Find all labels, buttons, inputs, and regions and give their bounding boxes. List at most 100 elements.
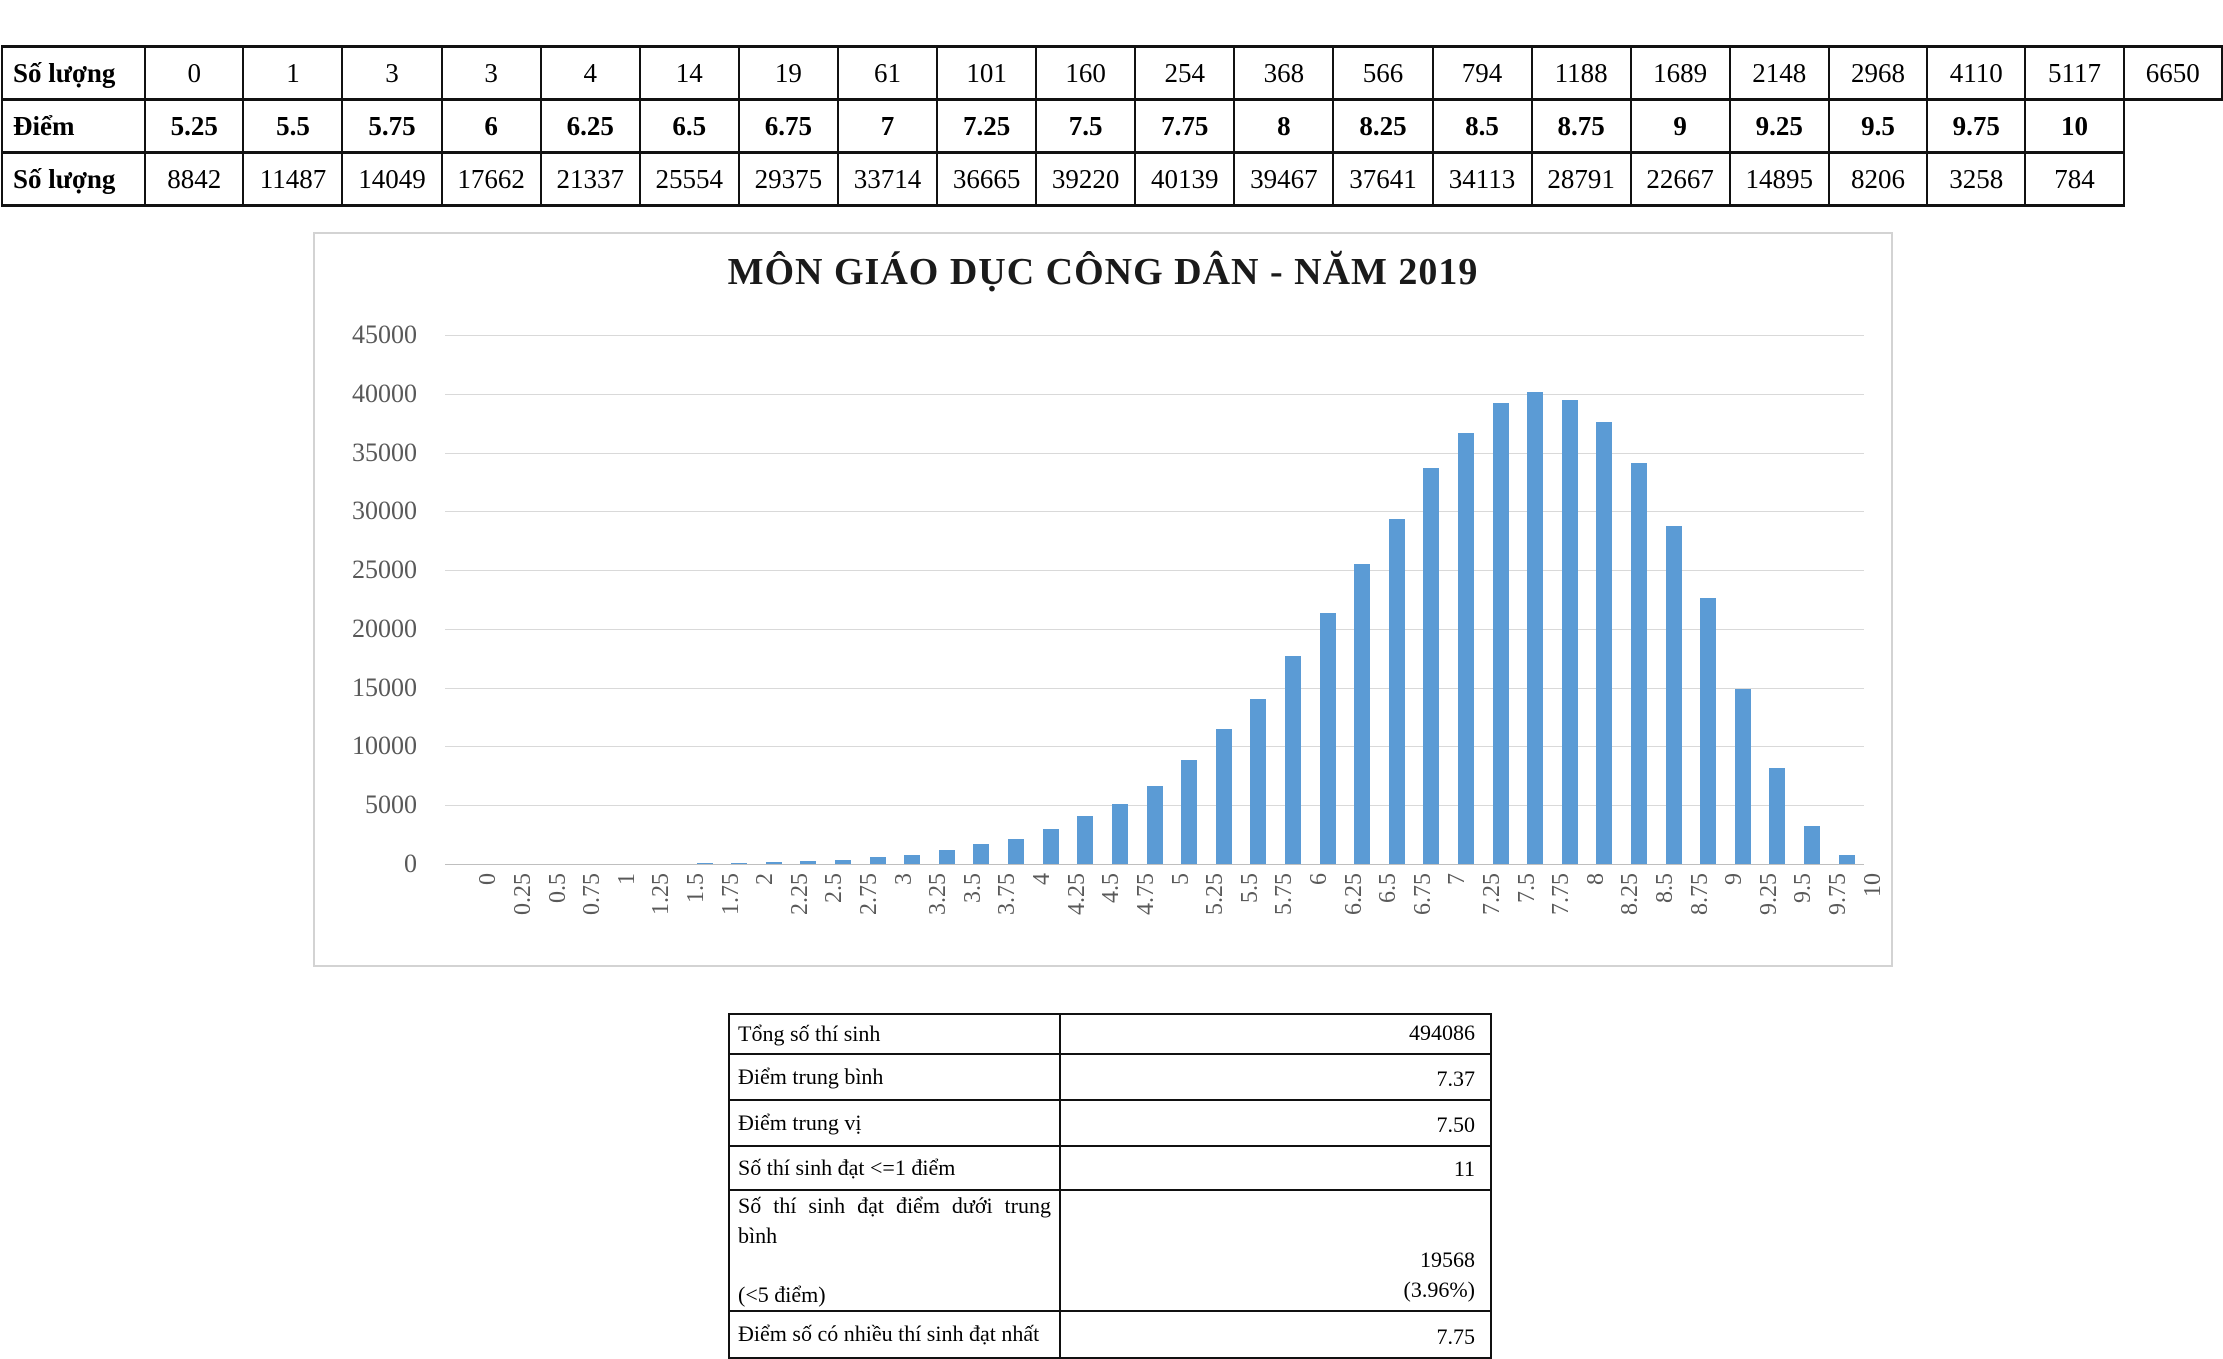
gridline bbox=[445, 570, 1864, 572]
chart-title: MÔN GIÁO DỤC CÔNG DÂN - NĂM 2019 bbox=[727, 251, 1479, 293]
count-cell: 25554 bbox=[638, 151, 740, 207]
bar bbox=[1492, 403, 1509, 864]
table-row: Điểm 5.25 5.5 5.75 6 6.25 6.5 6.75 7 7.25 7.5 7.75 8… bbox=[0, 98, 2222, 154]
score-cell: 7 bbox=[836, 98, 939, 154]
x-axis-tick-label: 3.25 bbox=[925, 873, 952, 915]
summary-value-text: 11 bbox=[1453, 1156, 1475, 1182]
x-axis-tick-label: 5.5 bbox=[1236, 873, 1263, 903]
count-cell: 3 bbox=[440, 45, 542, 101]
x-axis-tick-label: 5.75 bbox=[1271, 873, 1298, 915]
count-cell: 8842 bbox=[144, 151, 245, 207]
row-label-cell: Điểm bbox=[0, 98, 147, 154]
bar bbox=[1527, 392, 1544, 864]
count-cell: 4 bbox=[539, 45, 641, 101]
x-axis-tick-label: 7 bbox=[1444, 873, 1471, 885]
count-cell: 566 bbox=[1332, 45, 1434, 101]
score-distribution-table: Số lượng 0 1 3 3 4 14 19 61 101 160 254 368 566 794 118… bbox=[0, 45, 2223, 207]
x-axis-tick-label: 9.5 bbox=[1790, 873, 1817, 903]
bar bbox=[1215, 729, 1232, 864]
score-cell: 8 bbox=[1233, 98, 1335, 154]
x-axis-tick-label: 6.5 bbox=[1375, 873, 1402, 903]
bar bbox=[938, 850, 955, 864]
gridline bbox=[445, 452, 1864, 454]
count-cell: 39220 bbox=[1035, 151, 1137, 207]
summary-label-cell: Số thí sinh đạt điểm dưới trung bình (<5 … bbox=[728, 1189, 1061, 1312]
y-axis-tick-label: 20000 bbox=[352, 613, 417, 643]
gridline bbox=[445, 393, 1864, 395]
count-cell: 22667 bbox=[1629, 151, 1731, 207]
bar bbox=[1700, 598, 1717, 864]
bar bbox=[731, 863, 748, 864]
count-cell: 6650 bbox=[2122, 45, 2223, 101]
score-cell: 8.5 bbox=[1431, 98, 1533, 154]
x-axis-tick-label: 4.25 bbox=[1063, 873, 1090, 915]
count-cell: 19 bbox=[737, 45, 839, 101]
score-cell: 10 bbox=[2024, 98, 2125, 154]
score-cell: 9.75 bbox=[1926, 98, 2027, 154]
summary-value-cell: 7.75 bbox=[1059, 1309, 1492, 1359]
x-axis-tick-label: 4.5 bbox=[1098, 873, 1125, 903]
y-axis-tick-label: 45000 bbox=[352, 320, 417, 349]
count-cell: 11487 bbox=[242, 151, 344, 207]
count-cell: 4110 bbox=[1926, 45, 2027, 101]
bar bbox=[1008, 839, 1025, 864]
summary-row: Số thí sinh đạt <=1 điểm 11 bbox=[728, 1145, 1492, 1191]
x-axis-tick-label: 9.75 bbox=[1825, 873, 1852, 915]
x-axis-tick-label: 2.75 bbox=[856, 873, 882, 915]
x-axis-tick-label: 1.75 bbox=[717, 873, 744, 915]
bar bbox=[1838, 855, 1855, 864]
bar bbox=[1596, 422, 1613, 864]
summary-row: Điểm trung vị 7.50 bbox=[728, 1099, 1492, 1147]
x-axis-tick-label: 4.75 bbox=[1132, 873, 1159, 915]
row-label-cell: Số lượng bbox=[0, 45, 147, 101]
count-cell: 5117 bbox=[2024, 45, 2125, 101]
count-cell: 1188 bbox=[1530, 45, 1632, 101]
x-axis-tick-label: 6.75 bbox=[1409, 873, 1436, 915]
y-axis-tick-label: 15000 bbox=[352, 672, 417, 702]
bar bbox=[1388, 519, 1405, 864]
count-cell: 40139 bbox=[1134, 151, 1236, 207]
bar bbox=[1354, 564, 1371, 864]
x-axis-tick-label: 1 bbox=[613, 873, 640, 885]
summary-table: Tổng số thí sinh 494086 Điểm trung bình 7.3… bbox=[728, 1013, 1492, 1359]
x-axis-tick-label: 5 bbox=[1167, 873, 1194, 885]
score-cell: 5.75 bbox=[341, 98, 443, 154]
x-axis-tick-label: 3.75 bbox=[994, 873, 1021, 915]
summary-label-cell: Điểm trung vị bbox=[728, 1099, 1061, 1147]
summary-label-text: Điểm trung bình bbox=[738, 1064, 884, 1090]
count-cell: 21337 bbox=[539, 151, 641, 207]
x-axis-tick-label: 5.25 bbox=[1202, 873, 1229, 915]
x-axis-tick-label: 9.25 bbox=[1755, 873, 1782, 915]
x-axis-tick-label: 4 bbox=[1029, 873, 1056, 885]
count-cell: 784 bbox=[2024, 151, 2125, 207]
x-axis-tick-label: 0.5 bbox=[544, 873, 571, 903]
count-cell: 8206 bbox=[1827, 151, 1929, 207]
count-cell: 39467 bbox=[1233, 151, 1335, 207]
count-cell: 794 bbox=[1431, 45, 1533, 101]
count-cell: 254 bbox=[1134, 45, 1236, 101]
bar bbox=[800, 861, 817, 864]
count-cell: 14 bbox=[638, 45, 740, 101]
score-cell: 9 bbox=[1629, 98, 1731, 154]
score-cell: 7.5 bbox=[1035, 98, 1137, 154]
plot-area: 45000 40000 35000 30000 25000 20000 15000 10000… bbox=[352, 322, 1886, 916]
x-axis-tick-label: 8 bbox=[1582, 873, 1609, 885]
bar bbox=[1665, 526, 1682, 864]
score-cell: 5.25 bbox=[144, 98, 245, 154]
count-cell: 160 bbox=[1035, 45, 1137, 101]
row-label-cell: Số lượng bbox=[0, 151, 147, 207]
summary-value-text: 494086 bbox=[1409, 1020, 1475, 1046]
summary-value-text: 19568 bbox=[1420, 1247, 1475, 1273]
bar bbox=[1077, 816, 1094, 864]
score-cell: 8.75 bbox=[1530, 98, 1632, 154]
summary-row: Số thí sinh đạt điểm dưới trung bình (<5 … bbox=[728, 1189, 1492, 1312]
x-axis-tick-label: 7.5 bbox=[1513, 873, 1540, 903]
score-distribution-table-body: Số lượng 0 1 3 3 4 14 19 61 101 160 254 368 566 794 118… bbox=[0, 45, 2223, 207]
bar bbox=[904, 855, 921, 864]
x-axis-tick-label: 8.75 bbox=[1686, 873, 1713, 915]
bar bbox=[1111, 804, 1128, 864]
summary-label-cell: Điểm số có nhiều thí sinh đạt nhất bbox=[728, 1309, 1061, 1359]
x-axis-tick-label: 6.25 bbox=[1340, 873, 1367, 915]
summary-value-cell: 494086 bbox=[1059, 1013, 1492, 1055]
bar bbox=[1769, 768, 1786, 864]
